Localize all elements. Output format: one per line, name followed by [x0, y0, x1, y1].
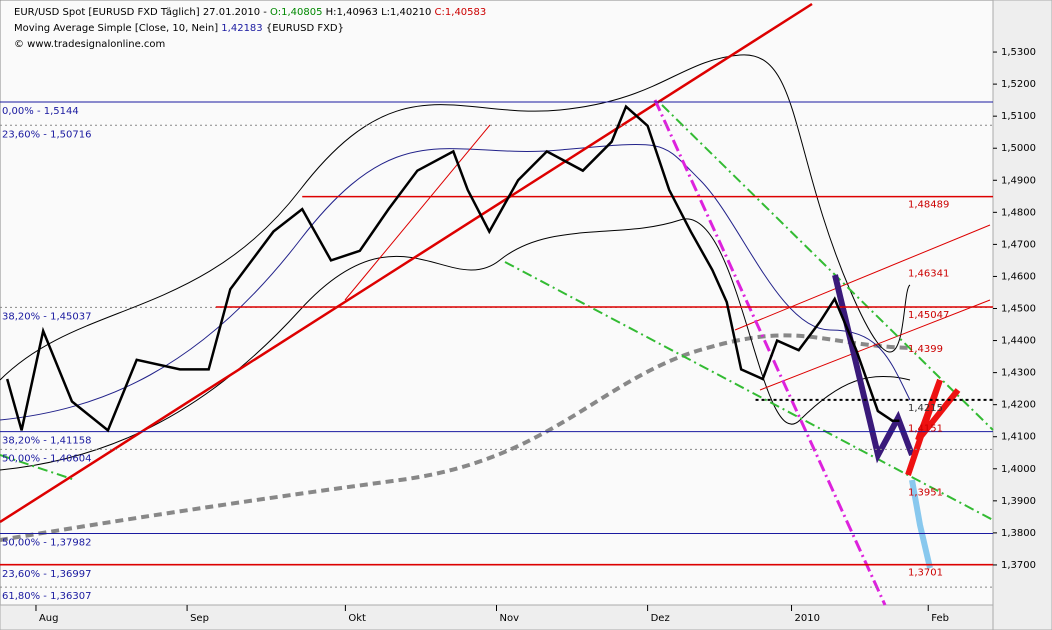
- bollinger-upper: [0, 54, 911, 381]
- ma-10: [0, 143, 911, 421]
- y-tick-label: 1,4300: [1001, 368, 1036, 379]
- header-part: Moving Average Simple [Close, 10, Nein]: [14, 23, 221, 34]
- y-tick-label: 1,4400: [1001, 336, 1036, 347]
- level-label: 1,4215: [908, 403, 943, 414]
- y-tick-label: 1,3800: [1001, 528, 1036, 539]
- price-axis: [992, 0, 1052, 630]
- level-label: 1,3951: [908, 487, 943, 498]
- fib-label: 50,00% - 1,37982: [2, 537, 91, 548]
- plot-area: [0, 0, 994, 606]
- level-label: 1,4399: [908, 344, 943, 355]
- level-label: 1,45047: [908, 310, 949, 321]
- x-tick-label: Feb: [931, 613, 949, 624]
- level-label: 1,4151: [908, 423, 943, 434]
- y-tick-label: 1,3900: [1001, 496, 1036, 507]
- y-tick-label: 1,4700: [1001, 239, 1036, 250]
- ma-200: [0, 333, 911, 542]
- header-line-1: EUR/USD Spot [EURUSD FXD Täglich] 27.01.…: [14, 7, 486, 18]
- header-part: EUR/USD Spot [EURUSD FXD Täglich] 27.01.…: [14, 7, 270, 18]
- magenta-line: [653, 99, 887, 606]
- y-tick-label: 1,4000: [1001, 464, 1036, 475]
- green-line: [661, 104, 994, 431]
- fib-label: 38,20% - 1,45037: [2, 311, 91, 322]
- y-tick-label: 1,4500: [1001, 304, 1036, 315]
- x-tick-label: 2010: [795, 613, 820, 624]
- y-tick-label: 1,3700: [1001, 560, 1036, 571]
- green-line: [504, 261, 994, 521]
- y-tick-label: 1,4100: [1001, 432, 1036, 443]
- level-label: 1,46341: [908, 269, 949, 280]
- x-tick-label: Okt: [348, 613, 366, 624]
- drawings: [0, 2, 994, 606]
- y-tick-label: 1,5000: [1001, 143, 1036, 154]
- header-part: H:1,40963 L:1,40210: [322, 7, 434, 18]
- x-tick-label: Nov: [500, 613, 520, 624]
- y-tick-label: 1,4900: [1001, 175, 1036, 186]
- header-line-3: © www.tradesignalonline.com: [14, 39, 165, 50]
- trend-line: [0, 2, 813, 524]
- header-line-2: Moving Average Simple [Close, 10, Nein] …: [14, 23, 344, 34]
- channel-line: [734, 224, 991, 331]
- projection-down: [909, 479, 933, 569]
- header-part: 1,42183: [221, 23, 262, 34]
- y-tick-label: 1,5200: [1001, 79, 1036, 90]
- y-tick-label: 1,4200: [1001, 400, 1036, 411]
- header-part: O:1,40805: [270, 7, 322, 18]
- fib-label: 50,00% - 1,40604: [2, 453, 91, 464]
- header-part: © www.tradesignalonline.com: [14, 39, 165, 50]
- x-tick-label: Dez: [651, 613, 670, 624]
- x-tick-label: Aug: [39, 613, 59, 624]
- fib-label: 23,60% - 1,50716: [2, 129, 91, 140]
- y-tick-label: 1,5100: [1001, 111, 1036, 122]
- fib-label: 38,20% - 1,41158: [2, 436, 91, 447]
- green-line: [0, 454, 76, 481]
- fib-label: 0,00% - 1,5144: [2, 106, 79, 117]
- header-part: C:1,40583: [435, 7, 487, 18]
- price-line: [5, 104, 900, 433]
- header-part: {EURUSD FXD}: [263, 23, 344, 34]
- level-label: 1,48489: [908, 200, 949, 211]
- x-tick-label: Sep: [190, 613, 209, 624]
- y-tick-label: 1,4800: [1001, 207, 1036, 218]
- projection-up: [905, 378, 961, 476]
- y-tick-label: 1,5300: [1001, 47, 1036, 58]
- level-label: 1,3701: [908, 568, 943, 579]
- channel-line: [759, 299, 991, 391]
- trend-line: [344, 124, 491, 301]
- projection-wave: [832, 274, 915, 464]
- y-tick-label: 1,4600: [1001, 271, 1036, 282]
- fib-label: 61,80% - 1,36307: [2, 591, 91, 602]
- fib-label: 23,60% - 1,36997: [2, 569, 91, 580]
